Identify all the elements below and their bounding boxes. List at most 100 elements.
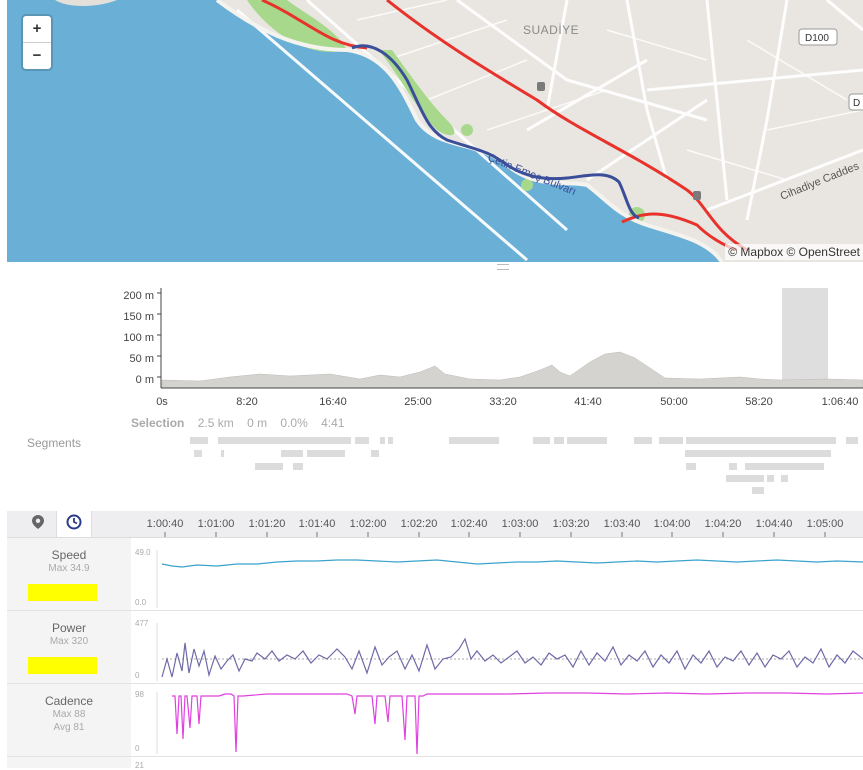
timeline-tick: 1:01:20 [248,518,286,530]
segment-bar[interactable] [533,437,550,444]
segment-bar[interactable] [449,437,499,444]
segment-bar[interactable] [554,437,564,444]
clock-icon [66,514,82,535]
road-d100-label: D100 [805,33,829,44]
map-canvas: SUADİYE D100 D Çetin Emeç Bulvarı Cihadi… [7,0,863,262]
selection-grade: 0.0% [280,416,308,430]
speed-axis-min: 0.0 [135,598,147,607]
segment-bar[interactable] [307,450,345,457]
segment-bar[interactable] [380,437,385,444]
selection-title: Selection [131,416,185,430]
resize-handle[interactable] [497,264,509,270]
selection-summary: Selection 2.5 km 0 m 0.0% 4:41 [131,416,354,430]
elevation-x-tick: 41:40 [574,396,602,408]
zoom-out-button[interactable]: − [23,42,51,69]
elevation-selection [782,288,828,388]
speed-label: Speed [51,548,87,562]
segment-bar[interactable] [752,487,764,494]
elevation-x-tick: 0s [156,396,168,408]
elevation-x-tick: 25:00 [404,396,432,408]
elevation-y-tick: 100 m [123,332,154,344]
time-view-button[interactable] [56,511,92,537]
zoom-control: + − [23,16,51,69]
sea [7,0,722,262]
elevation-x-tick: 33:20 [489,396,517,408]
segment-bar[interactable] [745,463,824,470]
map-view-button[interactable] [21,511,55,537]
map-pin-icon [32,514,44,534]
stream-toolbar: 1:00:40 1:01:00 1:01:20 1:01:40 1:02:00 … [7,511,863,538]
timeline-tick: 1:01:40 [298,518,336,530]
power-max: Max 320 [49,636,89,647]
timeline-tick: 1:03:00 [501,518,539,530]
speed-max: Max 34.9 [48,563,90,574]
road-d-label: D [853,98,860,109]
elevation-x-tick: 8:20 [236,396,258,408]
cadence-plot [156,692,863,755]
timeline-tick: 1:01:00 [197,518,235,530]
cadence-avg: Avg 81 [53,722,85,733]
transit-icon [537,82,701,200]
timeline-tick: 1:03:20 [552,518,590,530]
timeline-tick: 1:00:40 [146,518,184,530]
segment-bar[interactable] [194,450,202,457]
speed-line [161,559,863,568]
segment-bar[interactable] [281,450,303,457]
segment-bar[interactable] [355,437,369,444]
power-label: Power [51,621,86,635]
cadence-axis-min: 0 [135,744,140,753]
zoom-in-button[interactable]: + [32,20,42,37]
power-axis-min: 0 [135,671,140,680]
elevation-x-tick: 16:40 [319,396,347,408]
segment-bar[interactable] [726,475,764,482]
timeline-tick: 1:02:00 [349,518,387,530]
route-line-lower [621,212,738,252]
segment-bar[interactable] [293,463,303,470]
selection-elevation: 0 m [247,416,268,430]
segments-label: Segments [27,436,82,450]
power-stream[interactable]: Power Max 320 477 0 [7,611,863,684]
segment-bar[interactable] [686,463,696,470]
route-line-alt [351,44,640,220]
elevation-x-tick: 58:20 [745,396,773,408]
elevation-x-tick: 50:00 [660,396,688,408]
segment-bar[interactable] [729,463,737,470]
segment-bar[interactable] [190,437,208,444]
elevation-y-tick: 200 m [123,290,154,302]
elevation-profile [161,351,863,389]
elevation-y-tick: 0 m [135,374,154,386]
segment-bar[interactable] [567,437,607,444]
segment-bar[interactable] [634,437,652,444]
cadence-axis-max: 98 [135,690,144,699]
segment-bar[interactable] [255,463,283,470]
elevation-chart[interactable] [0,280,863,395]
segment-bar[interactable] [221,450,224,457]
timeline-ticks [164,532,826,537]
cadence-stream[interactable]: Cadence Max 88 Avg 81 98 0 [7,684,863,757]
next-stream[interactable]: 21 [7,757,863,770]
map-attribution[interactable]: © Mapbox © OpenStreet [725,244,863,260]
highlight-mark [28,657,97,674]
route-map[interactable]: SUADİYE D100 D Çetin Emeç Bulvarı Cihadi… [7,0,863,262]
timeline-tick: 1:04:40 [755,518,793,530]
speed-plot [156,550,863,608]
segment-bar[interactable] [388,437,393,444]
segment-bar[interactable] [686,437,836,444]
timeline-tick: 1:02:20 [400,518,438,530]
speed-axis-max: 49.0 [135,548,151,557]
segment-bar[interactable] [846,437,858,444]
segment-bar[interactable] [218,437,351,444]
next-sidebar [7,757,131,768]
speed-stream[interactable]: Speed Max 34.9 49.0 0.0 [7,538,863,611]
highlight-mark [28,584,97,601]
segment-bar[interactable] [767,475,774,482]
speed-sidebar: Speed Max 34.9 [7,538,131,610]
next-axis-max: 21 [135,761,144,770]
selection-time: 4:41 [321,416,345,430]
segment-bar[interactable] [659,437,683,444]
segment-bar[interactable] [685,450,831,457]
cadence-sidebar: Cadence Max 88 Avg 81 [7,684,131,756]
segment-bar[interactable] [781,475,788,482]
timeline-tick: 1:04:00 [653,518,691,530]
segment-bar[interactable] [371,450,379,457]
